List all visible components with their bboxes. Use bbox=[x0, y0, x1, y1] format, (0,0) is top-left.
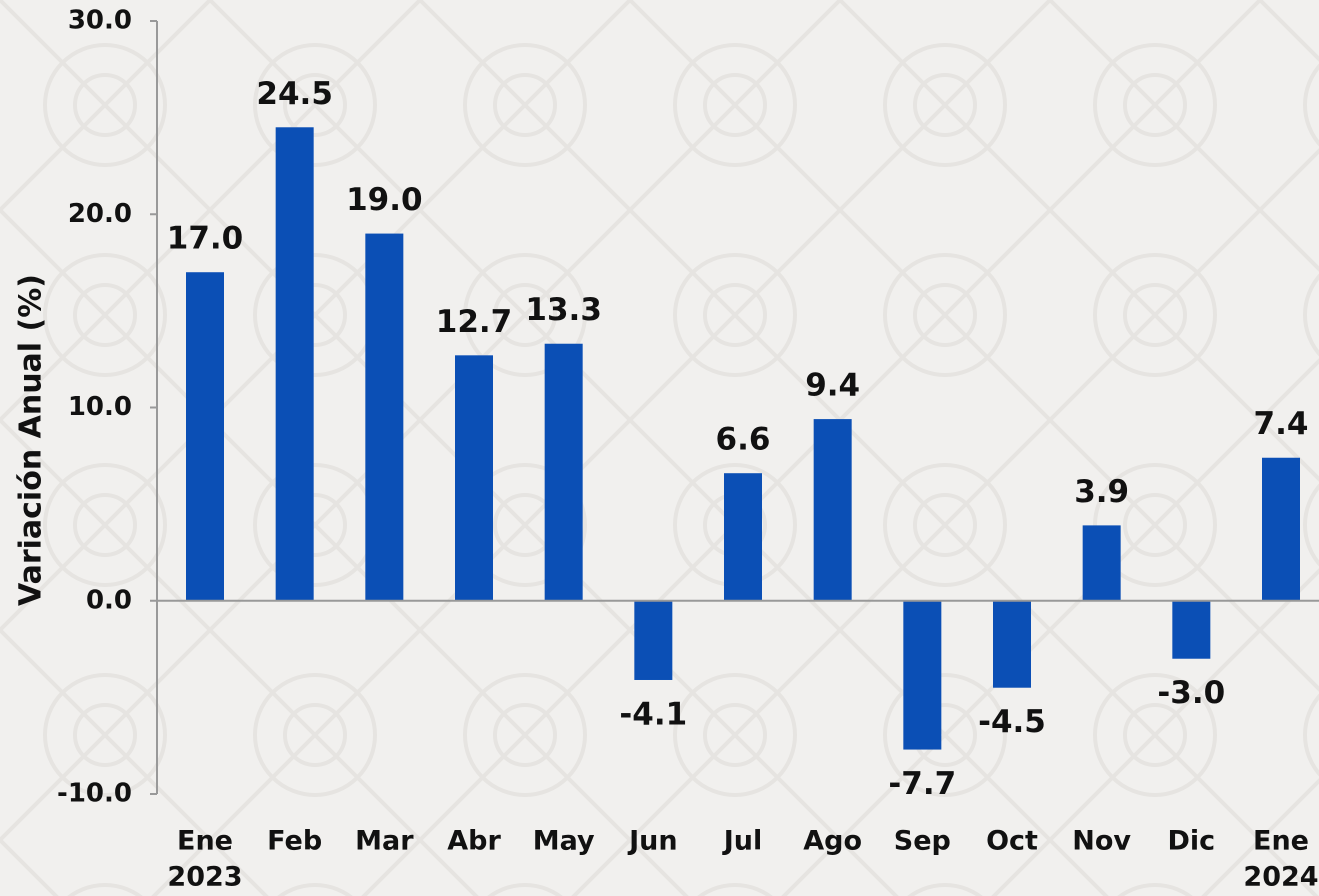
value-label: 6.6 bbox=[716, 422, 771, 458]
x-tick-label: Ene bbox=[1253, 826, 1309, 857]
y-tick-label: 20.0 bbox=[68, 199, 132, 229]
y-axis-label: Variación Anual (%) bbox=[14, 274, 49, 606]
x-tick-label: May bbox=[533, 826, 595, 857]
bar bbox=[455, 355, 493, 601]
value-label: 3.9 bbox=[1074, 474, 1129, 510]
x-tick-label: Dic bbox=[1167, 826, 1215, 857]
value-label: 17.0 bbox=[167, 221, 244, 257]
bar bbox=[813, 419, 852, 601]
x-tick-label: Mar bbox=[355, 826, 414, 857]
value-label: -3.0 bbox=[1157, 675, 1225, 711]
x-tick-label: Jul bbox=[722, 826, 763, 857]
value-label: 12.7 bbox=[436, 304, 513, 340]
bar bbox=[544, 343, 583, 601]
value-label: 9.4 bbox=[805, 368, 860, 404]
x-tick-label: Jun bbox=[627, 826, 678, 857]
x-tick-label: Ago bbox=[803, 826, 862, 857]
x-tick-label: Ene bbox=[177, 826, 233, 857]
value-label: 19.0 bbox=[346, 182, 423, 218]
x-tick-label: 2023 bbox=[167, 862, 242, 893]
bar bbox=[365, 233, 404, 601]
y-tick-label: 30.0 bbox=[68, 6, 132, 36]
y-tick-label: 10.0 bbox=[68, 392, 132, 422]
bar bbox=[1172, 600, 1211, 659]
y-tick-label: 0.0 bbox=[86, 585, 132, 615]
bar bbox=[634, 600, 673, 680]
x-tick-label: Sep bbox=[894, 826, 951, 857]
value-label: -4.5 bbox=[978, 704, 1046, 740]
x-tick-label: Nov bbox=[1072, 826, 1131, 857]
x-tick-label: Oct bbox=[986, 826, 1038, 857]
value-label: 24.5 bbox=[256, 76, 333, 112]
bar bbox=[903, 600, 942, 750]
y-tick-label: -10.0 bbox=[57, 779, 132, 809]
bar bbox=[993, 600, 1031, 688]
x-tick-label: Abr bbox=[447, 826, 501, 857]
bar bbox=[1262, 457, 1300, 601]
bar bbox=[275, 127, 314, 601]
x-tick-label: 2024 bbox=[1243, 862, 1318, 893]
value-label: -4.1 bbox=[619, 696, 687, 732]
value-label: 7.4 bbox=[1254, 406, 1309, 442]
bar bbox=[186, 272, 224, 601]
bar bbox=[1082, 525, 1121, 601]
value-label: -7.7 bbox=[888, 766, 956, 802]
value-label: 13.3 bbox=[525, 292, 602, 328]
bar bbox=[724, 473, 762, 601]
x-tick-label: Feb bbox=[267, 826, 322, 857]
